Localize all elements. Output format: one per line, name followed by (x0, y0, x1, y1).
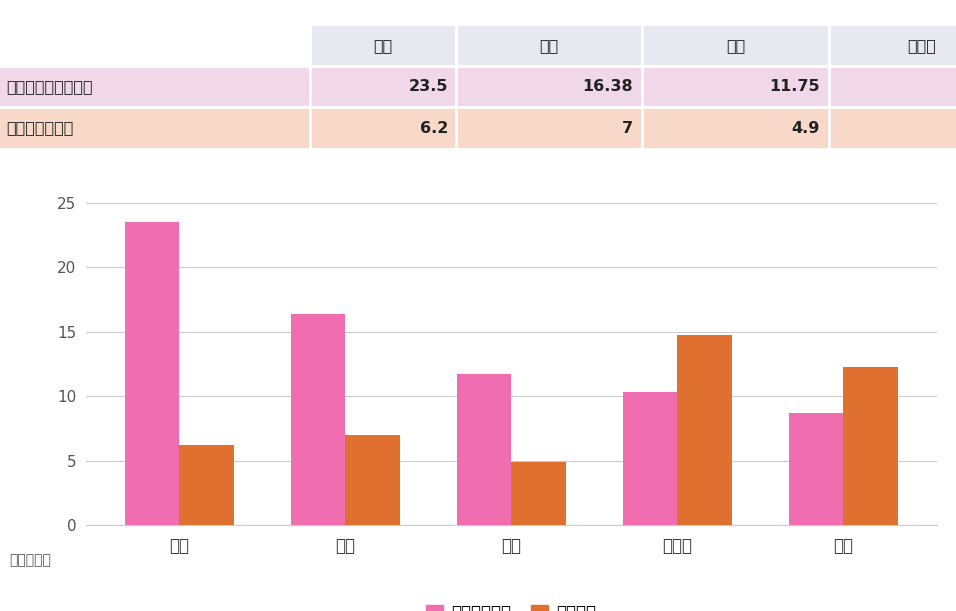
Bar (457, 374, 511, 525)
Bar (678, 335, 732, 525)
Text: （日／泊）: （日／泊） (10, 554, 52, 568)
Bar (511, 463, 566, 525)
Bar (345, 435, 401, 525)
Bar (789, 412, 843, 525)
Bar (124, 222, 180, 525)
Bar (291, 314, 345, 525)
Legend: リードタイム, 平均泊数: リードタイム, 平均泊数 (420, 597, 603, 611)
Bar (180, 445, 234, 525)
Bar (843, 367, 899, 525)
Bar (622, 392, 678, 525)
